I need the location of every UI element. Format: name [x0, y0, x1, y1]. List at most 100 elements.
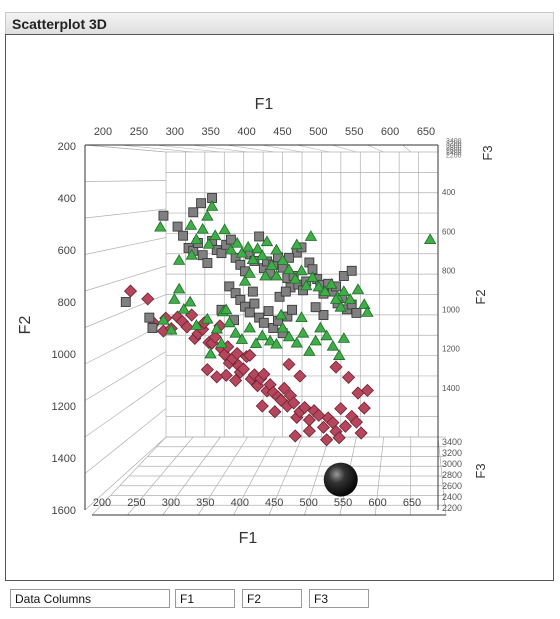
diamond-marker: [351, 386, 365, 400]
triangle-marker: [289, 272, 302, 284]
left-wall-line: [84, 265, 167, 292]
bottom-x-tick-label: 450: [265, 497, 283, 509]
diamond-marker: [334, 402, 348, 416]
diamond-marker: [282, 357, 296, 371]
right-y-tick-label: 800: [442, 266, 456, 275]
square-marker: [178, 230, 189, 241]
top-x-tick-label: 550: [345, 126, 363, 138]
diamond-marker: [357, 401, 371, 415]
triangle-marker: [282, 330, 296, 342]
diamond-marker: [141, 292, 155, 306]
top-wall-line: [296, 144, 330, 153]
top-x-tick-label: 450: [273, 126, 291, 138]
diamond-marker: [210, 370, 224, 384]
right-y-tick-label: 1400: [442, 384, 460, 393]
square-marker: [280, 286, 291, 297]
triangle-marker: [325, 278, 338, 289]
right-y-tick-label: 1200: [442, 345, 460, 354]
diamond-marker: [329, 360, 343, 374]
triangle-marker: [190, 233, 203, 245]
square-marker: [346, 265, 357, 276]
top-z-axis-label: F3: [480, 145, 495, 160]
diamond-marker: [349, 415, 363, 429]
right-z-tick-label: 3000: [442, 459, 462, 469]
triangle-marker: [157, 313, 170, 325]
triangle-marker: [183, 295, 197, 307]
square-marker: [188, 207, 199, 218]
triangle-marker: [223, 316, 236, 328]
right-y-tick-label: 400: [442, 188, 456, 197]
triangle-marker: [259, 269, 272, 281]
triangle-marker: [314, 321, 327, 333]
right-z-tick-label: 3400: [442, 437, 462, 447]
square-marker: [247, 286, 258, 297]
triangle-marker: [260, 235, 274, 247]
left-wall-line: [84, 180, 167, 182]
triangle-marker: [154, 220, 167, 232]
triangle-marker: [270, 269, 283, 281]
diamond-marker: [288, 429, 302, 443]
left-y-tick-label: 600: [58, 245, 76, 257]
diamond-marker: [200, 363, 214, 377]
triangle-marker: [306, 271, 319, 282]
triangle-marker: [309, 334, 322, 346]
diamond-marker: [257, 367, 271, 381]
triangle-marker: [204, 347, 217, 359]
triangle-marker: [290, 336, 303, 348]
diamond-marker: [293, 369, 307, 383]
square-marker: [244, 307, 255, 318]
left-wall-line: [84, 436, 167, 511]
square-marker: [144, 312, 155, 323]
triangle-marker: [246, 253, 260, 265]
left-wall-line: [84, 408, 167, 474]
triangle-marker: [351, 283, 365, 294]
square-marker: [249, 298, 260, 309]
square-marker: [351, 307, 362, 318]
diamond-marker: [312, 408, 326, 422]
left-wall-line: [84, 237, 167, 255]
bottom-x-tick-label: 500: [299, 497, 317, 509]
triangle-marker: [238, 274, 252, 286]
triangle-marker: [218, 223, 231, 235]
square-marker: [172, 221, 183, 232]
bottom-z-axis-label: F3: [473, 463, 488, 478]
data-columns-field[interactable]: Data Columns: [10, 589, 170, 608]
diamond-marker: [219, 368, 233, 382]
bottom-x-axis-label: F1: [239, 530, 258, 547]
diamond-marker: [277, 381, 291, 395]
top-wall-line: [402, 144, 411, 153]
square-marker: [196, 198, 207, 209]
x-column-field[interactable]: F1: [175, 589, 235, 608]
triangle-marker: [230, 236, 244, 248]
scatterplot-3d[interactable]: 200 250 300 350 400 450 500 550 600 650 200 250 300 3…: [6, 35, 553, 580]
z-column-field[interactable]: F3: [309, 589, 369, 608]
triangle-marker: [274, 308, 288, 320]
triangle-marker: [423, 233, 437, 245]
top-wall-line: [84, 144, 167, 153]
triangle-marker: [343, 293, 357, 304]
top-z-tick-label: 3400: [446, 138, 462, 145]
plot-frame[interactable]: 200 250 300 350 400 450 500 550 600 650 200 250 300 3…: [5, 34, 554, 581]
square-marker: [287, 304, 298, 315]
top-wall-line: [226, 144, 275, 153]
triangle-marker: [265, 259, 278, 271]
triangle-marker: [224, 243, 238, 255]
triangle-marker: [300, 279, 313, 291]
bottom-x-tick-label: 350: [196, 497, 214, 509]
right-y-axis-label: F2: [473, 289, 488, 304]
triangle-marker: [243, 267, 256, 278]
square-marker: [318, 310, 329, 320]
top-wall-line: [332, 144, 357, 153]
triangle-marker: [295, 264, 308, 276]
diamond-marker: [243, 348, 257, 362]
left-y-tick-label: 200: [58, 141, 76, 153]
grid-lines: [84, 144, 447, 516]
y-column-field[interactable]: F2: [242, 589, 302, 608]
top-wall-line: [261, 144, 303, 153]
diamond-marker: [287, 396, 301, 410]
triangle-marker: [165, 323, 178, 335]
triangle-marker: [251, 242, 264, 254]
triangle-marker: [320, 329, 333, 341]
top-x-tick-label: 600: [381, 126, 399, 138]
top-x-tick-label: 350: [201, 126, 219, 138]
